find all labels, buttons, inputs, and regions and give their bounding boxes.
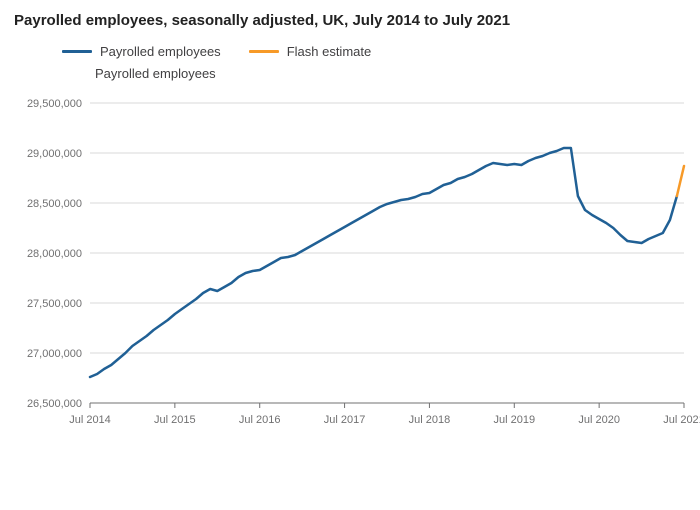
y-tick-label: 28,500,000 (27, 198, 82, 210)
chart-area: 26,500,000 27,000,000 27,500,000 28,000,000… (0, 83, 700, 444)
y-tick-label: 27,000,000 (27, 348, 82, 360)
legend-label-payrolled: Payrolled employees (100, 43, 221, 59)
payrolled-line-swatch (62, 49, 92, 53)
x-tick-label: Jul 2014 (69, 414, 111, 426)
legend-item-payrolled: Payrolled employees (62, 44, 221, 59)
y-tick-label: 29,500,000 (27, 98, 82, 110)
flash-estimate-line (675, 164, 686, 198)
x-tick-label: Jul 2018 (409, 414, 451, 426)
x-tick-label: Jul 2017 (324, 414, 366, 426)
x-tick-label: Jul 2019 (493, 414, 535, 426)
y-tick-label: 27,500,000 (27, 298, 82, 310)
x-tick-label: Jul 2015 (154, 414, 196, 426)
payrolled-employees-line (88, 146, 679, 379)
line-chart: 26,500,000 27,000,000 27,500,000 28,000,000… (27, 98, 700, 426)
y-tick-label: 26,500,000 (27, 398, 82, 410)
x-tick-label: Jul 2021 (663, 414, 700, 426)
y-axis-title: Payrolled employees (95, 66, 216, 81)
x-tick-label: Jul 2016 (239, 414, 281, 426)
x-tick-label: Jul 2020 (578, 414, 620, 426)
legend: Payrolled employees Flash estimate (62, 41, 700, 61)
chart-title: Payrolled employees, seasonally adjusted… (14, 12, 511, 29)
flash-line-swatch (248, 49, 279, 53)
y-tick-label: 29,000,000 (27, 148, 82, 160)
legend-item-flash: Flash estimate (248, 43, 372, 59)
y-tick-label: 28,000,000 (27, 248, 82, 260)
legend-label-flash: Flash estimate (286, 43, 372, 59)
